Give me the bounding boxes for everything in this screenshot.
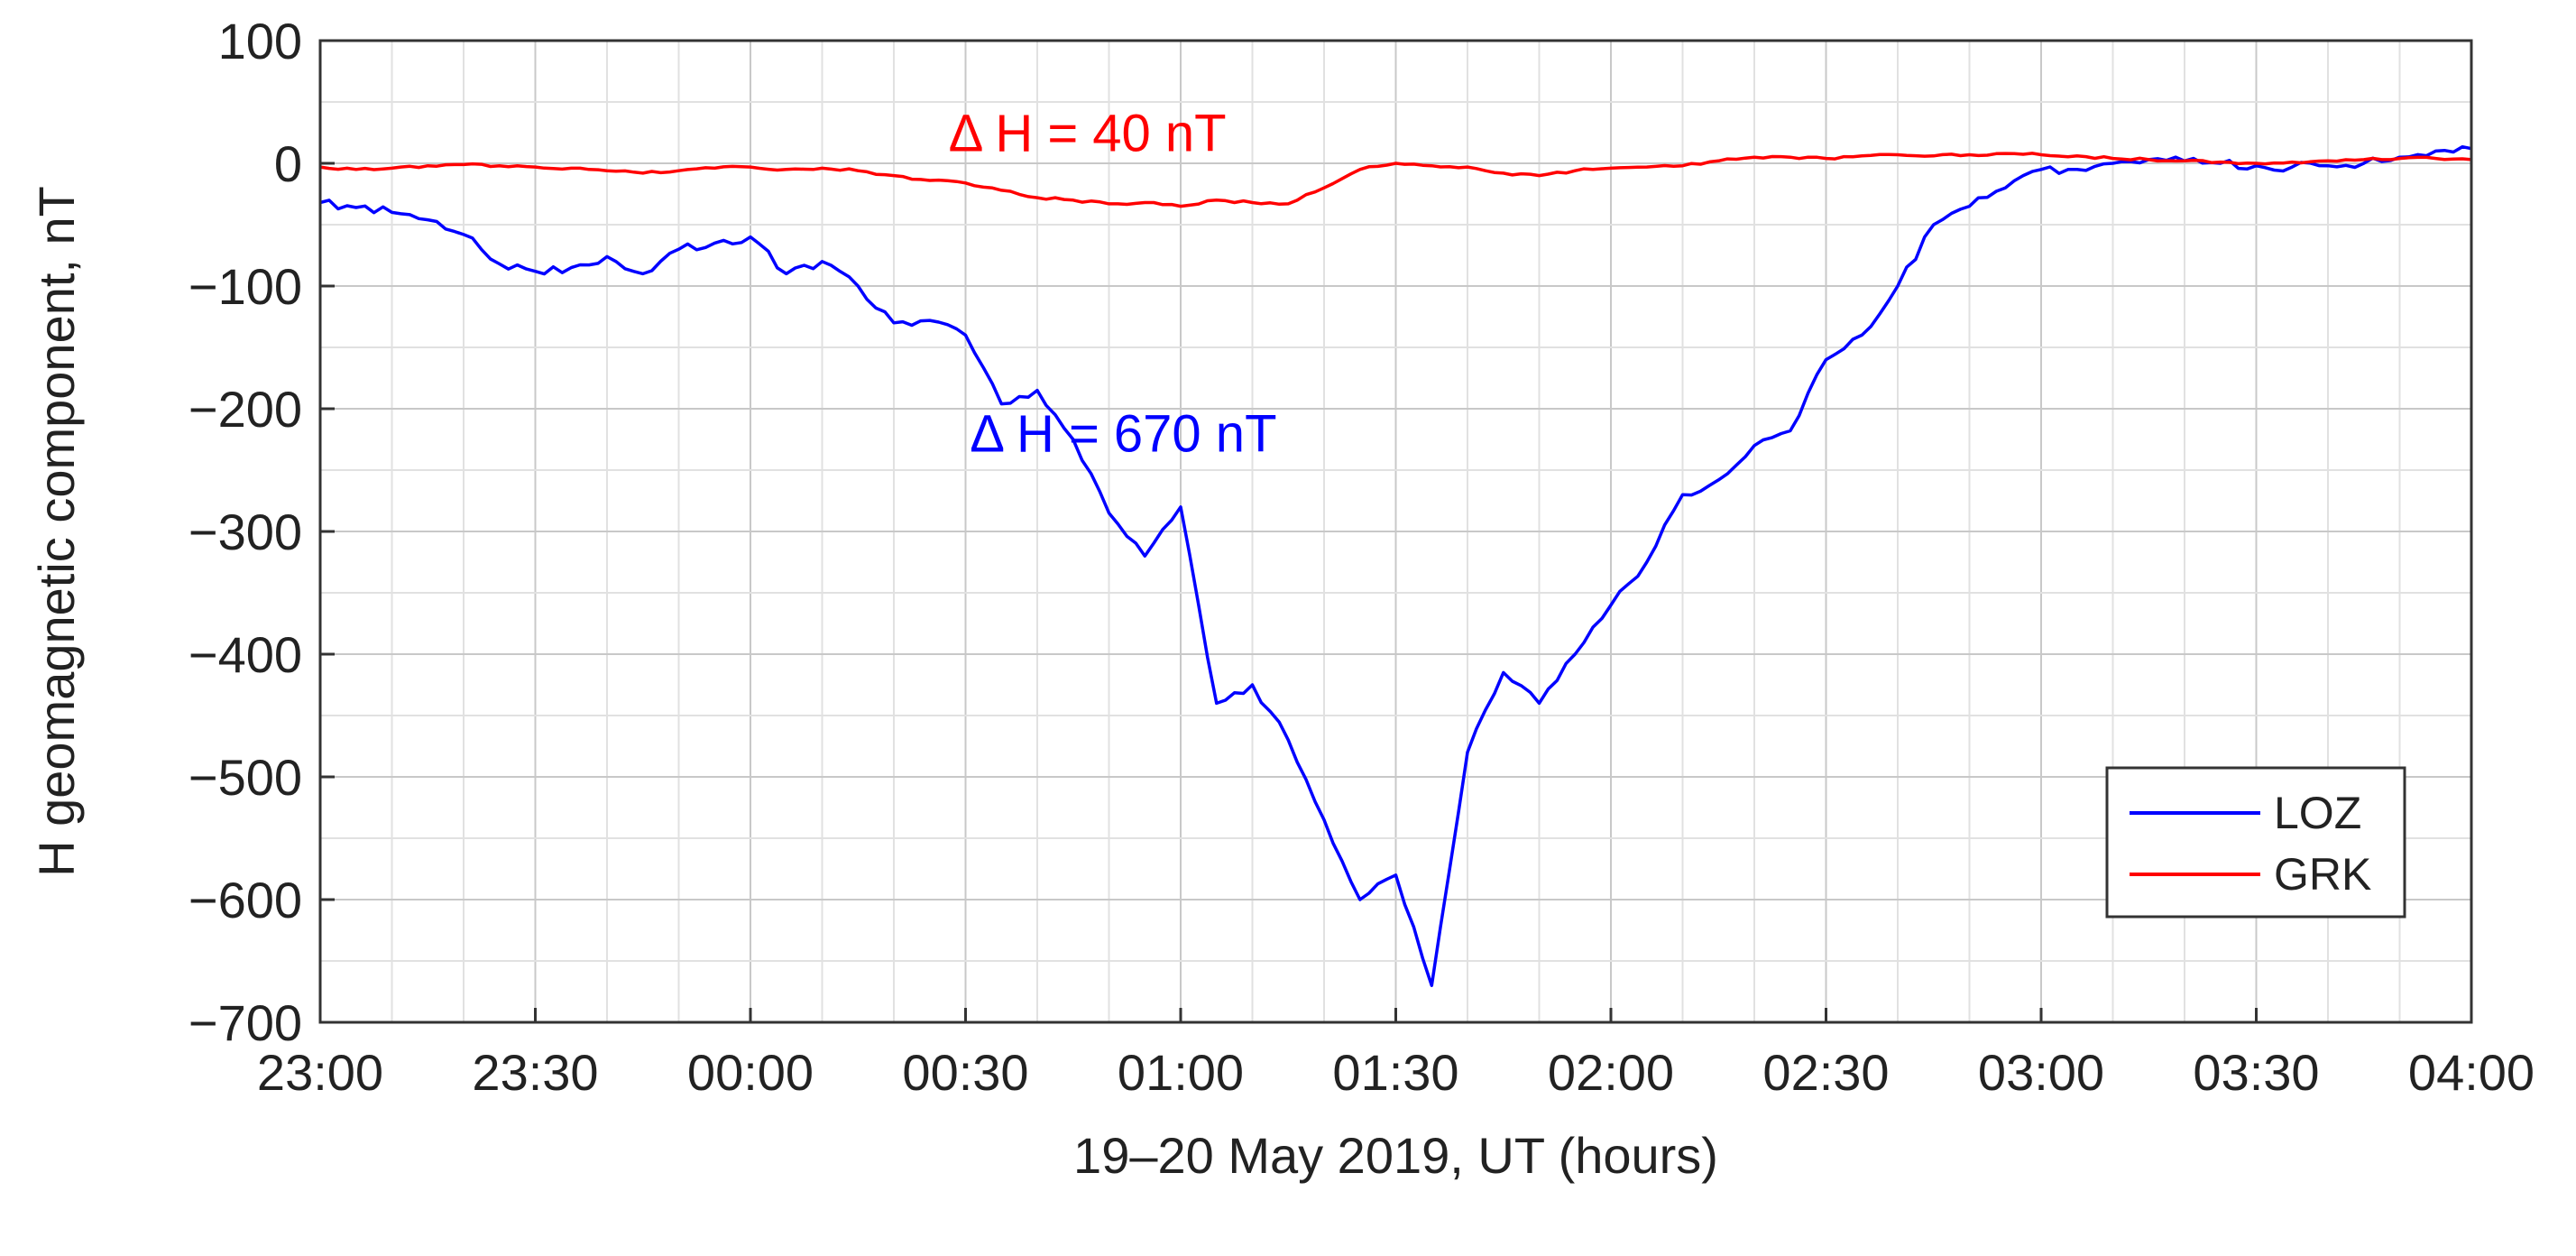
x-tick-label: 02:30 bbox=[1762, 1044, 1889, 1101]
y-tick-label: −200 bbox=[189, 381, 302, 438]
annotation-label: Δ H = 40 nT bbox=[949, 104, 1227, 162]
legend-label-grk: GRK bbox=[2274, 849, 2371, 900]
legend: LOZ GRK bbox=[2105, 766, 2406, 919]
y-tick-label: −600 bbox=[189, 872, 302, 928]
series-layer bbox=[319, 144, 2472, 987]
y-tick-label: −100 bbox=[189, 258, 302, 315]
x-tick-label: 03:00 bbox=[1978, 1044, 2104, 1101]
y-tick-label: −500 bbox=[189, 749, 302, 806]
annotations: Δ H = 40 nT Δ H = 670 nT bbox=[949, 104, 1277, 463]
x-tick-label: 23:00 bbox=[257, 1044, 383, 1101]
x-tick-label: 03:30 bbox=[2193, 1044, 2319, 1101]
x-tick-label: 00:00 bbox=[687, 1044, 814, 1101]
x-tick-label: 00:30 bbox=[902, 1044, 1028, 1101]
y-axis-ticks: 100 0 −100 −200 −300 −400 −500 −600 −700 bbox=[189, 13, 335, 1051]
x-axis-ticks: 23:00 23:30 00:00 00:30 01:00 01:30 02:00 02:30… bbox=[257, 1008, 2535, 1101]
x-tick-label: 04:00 bbox=[2408, 1044, 2535, 1101]
legend-label-loz: LOZ bbox=[2274, 788, 2361, 838]
series-line-loz bbox=[319, 144, 2472, 987]
y-tick-label: −400 bbox=[189, 626, 302, 683]
legend-box bbox=[2105, 766, 2406, 919]
x-tick-label: 02:00 bbox=[1548, 1044, 1674, 1101]
x-tick-label: 23:30 bbox=[472, 1044, 598, 1101]
series-line-grk bbox=[319, 152, 2472, 208]
y-tick-label: 0 bbox=[274, 135, 302, 192]
y-tick-label: −700 bbox=[189, 994, 302, 1051]
y-axis-label: H geomagnetic component, nT bbox=[28, 186, 85, 877]
y-tick-label: 100 bbox=[218, 13, 302, 69]
x-tick-label: 01:00 bbox=[1118, 1044, 1244, 1101]
annotation-label: Δ H = 670 nT bbox=[970, 405, 1276, 464]
x-axis-label: 19–20 May 2019, UT (hours) bbox=[1073, 1127, 1718, 1184]
x-tick-label: 01:30 bbox=[1332, 1044, 1458, 1101]
y-tick-label: −300 bbox=[189, 503, 302, 560]
